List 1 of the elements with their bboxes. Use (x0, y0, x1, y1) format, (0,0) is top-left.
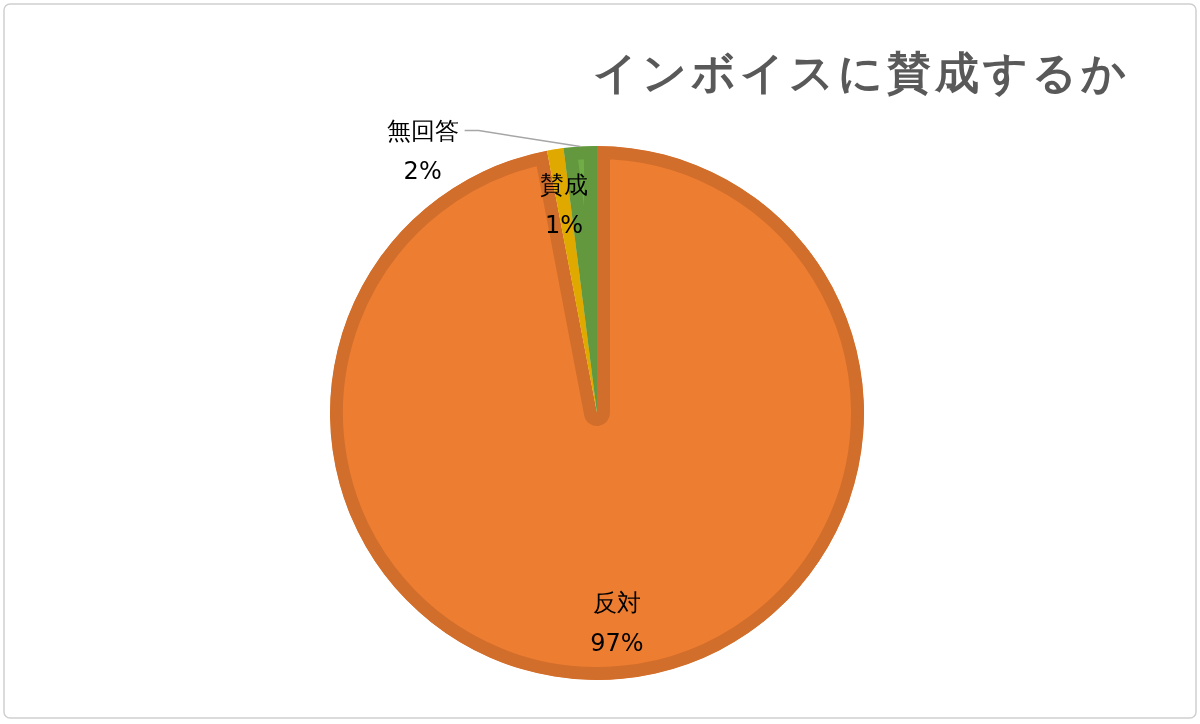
title: インボイスに賛成するか (593, 46, 1130, 98)
